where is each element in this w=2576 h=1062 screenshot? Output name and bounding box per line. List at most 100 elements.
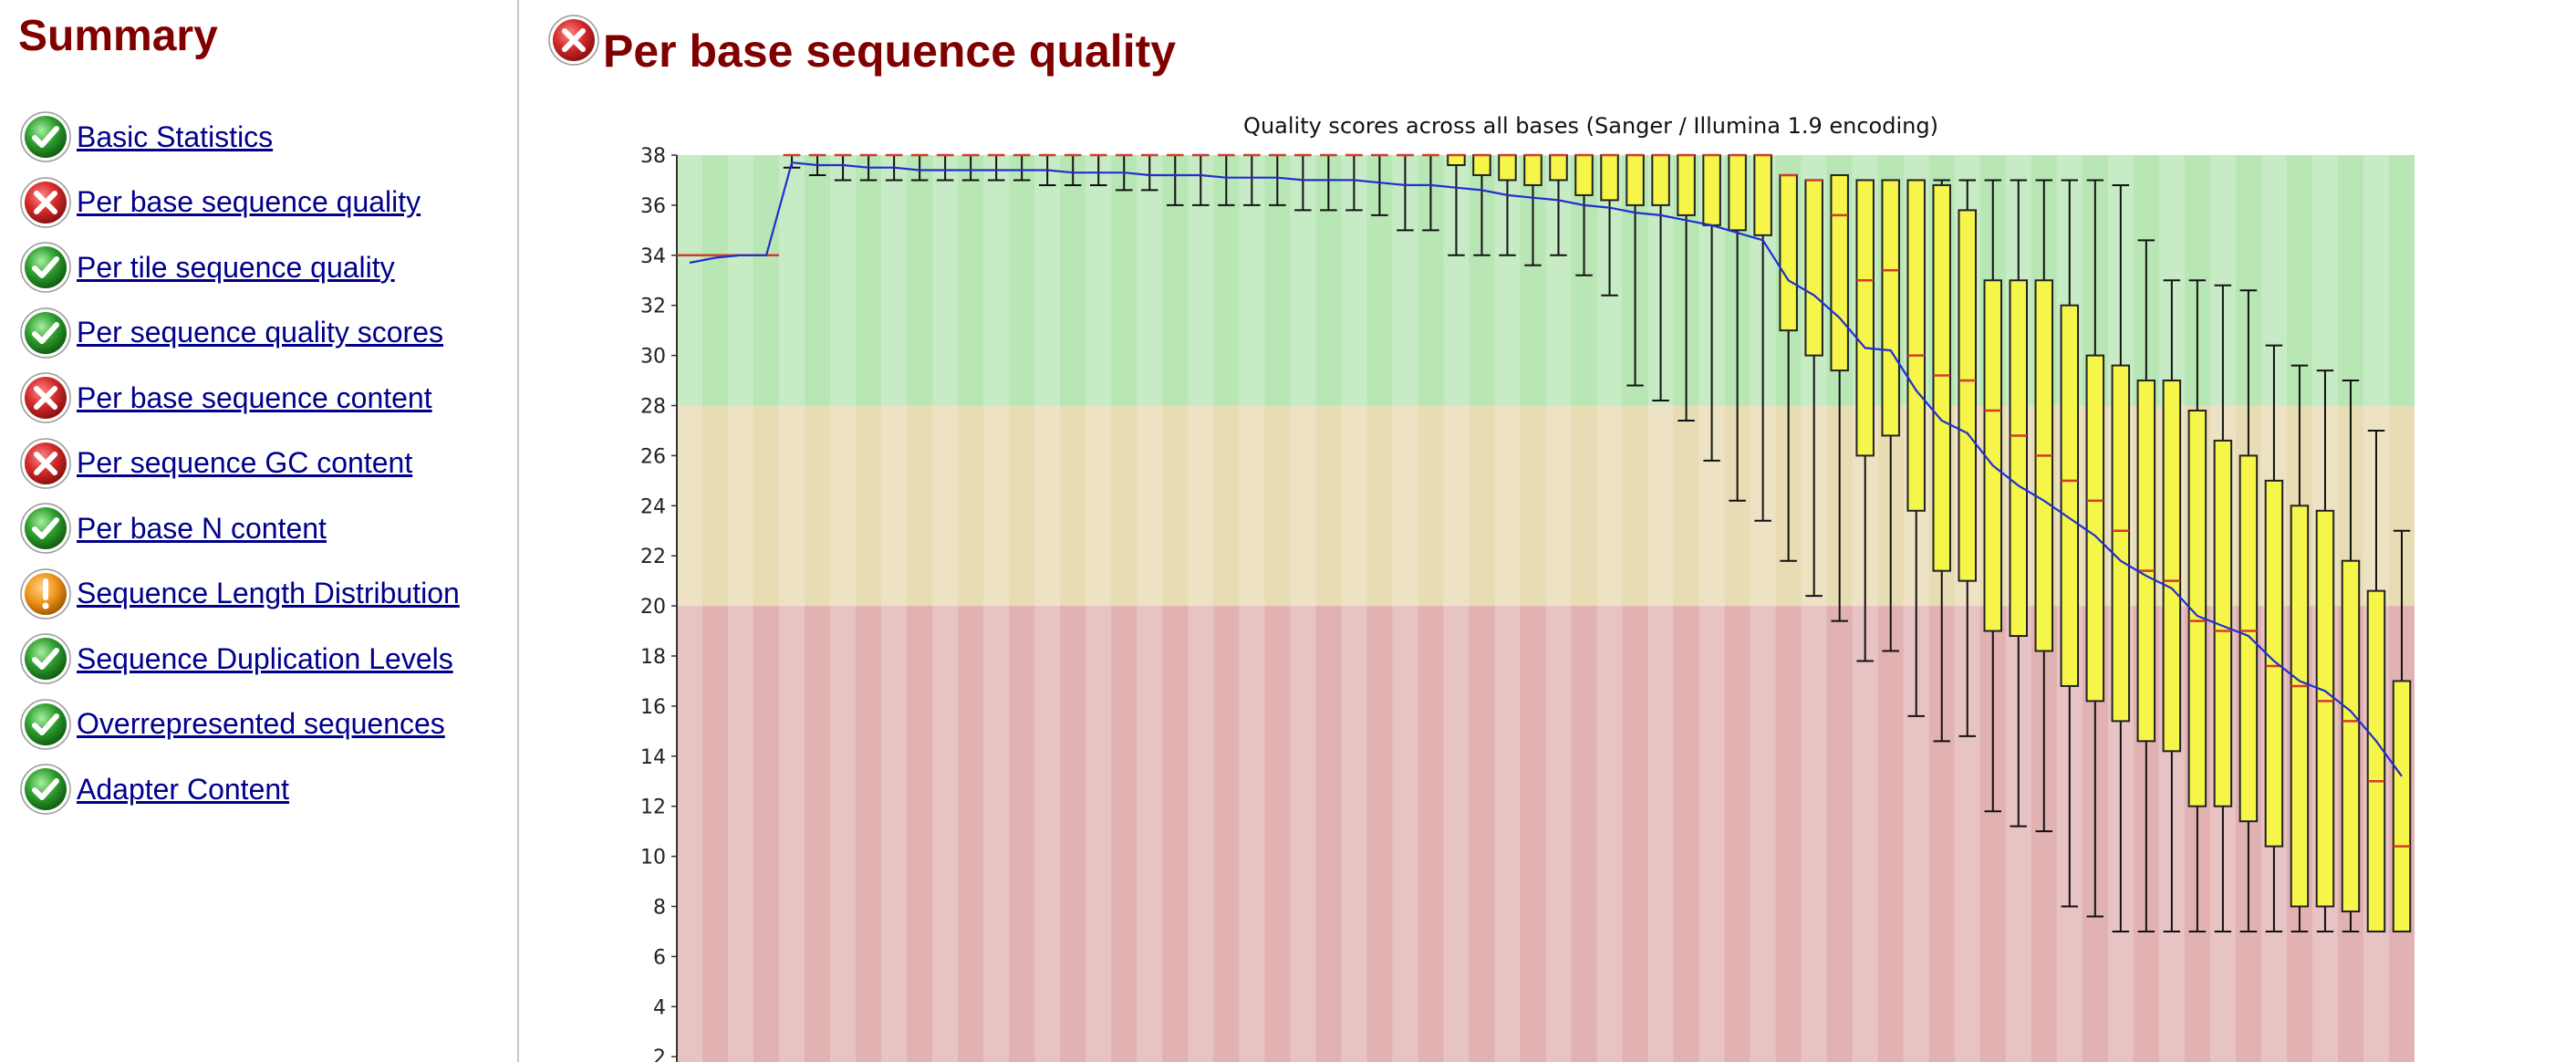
pass-check-icon bbox=[18, 697, 73, 752]
summary-item-link[interactable]: Per tile sequence quality bbox=[77, 250, 395, 284]
summary-item-per-sequence-quality-scores[interactable]: Per sequence quality scores bbox=[18, 306, 443, 360]
iqr-box bbox=[1855, 179, 1875, 457]
summary-item-link[interactable]: Overrepresented sequences bbox=[77, 707, 445, 740]
box-position-12 bbox=[961, 153, 980, 182]
box-position-13 bbox=[987, 153, 1005, 182]
summary-item-adapter-content[interactable]: Adapter Content bbox=[18, 762, 289, 817]
module-header: Per base sequence quality bbox=[546, 13, 1176, 77]
y-tick-label: 34 bbox=[640, 245, 666, 268]
stripe bbox=[677, 155, 703, 1062]
box-position-68 bbox=[2392, 529, 2412, 932]
box-position-43 bbox=[1753, 153, 1772, 522]
summary-item-link[interactable]: Per base sequence content bbox=[77, 380, 432, 414]
box-position-7 bbox=[834, 153, 852, 182]
box-position-36 bbox=[1574, 153, 1594, 276]
y-tick-label: 18 bbox=[640, 646, 666, 669]
stripe bbox=[1239, 155, 1265, 1062]
box-position-14 bbox=[1013, 153, 1031, 182]
box-position-57 bbox=[2111, 183, 2131, 932]
summary-item-link[interactable]: Per sequence quality scores bbox=[77, 316, 443, 349]
iqr-box bbox=[1728, 154, 1747, 232]
box-position-16 bbox=[1064, 153, 1082, 186]
box-position-59 bbox=[2162, 279, 2182, 932]
iqr-box bbox=[2187, 409, 2207, 807]
summary-item-link[interactable]: Adapter Content bbox=[77, 772, 290, 806]
summary-item-per-base-sequence-quality[interactable]: Per base sequence quality bbox=[18, 175, 421, 230]
box-position-30 bbox=[1422, 153, 1439, 232]
iqr-box bbox=[2392, 680, 2412, 932]
iqr-box bbox=[1677, 154, 1696, 216]
stripe bbox=[1596, 155, 1623, 1062]
box-position-66 bbox=[2341, 380, 2361, 932]
y-tick-label: 2 bbox=[653, 1046, 666, 1062]
iqr-box bbox=[1549, 154, 1568, 182]
box-position-63 bbox=[2264, 344, 2284, 932]
box-position-47 bbox=[1855, 179, 1875, 662]
box-position-26 bbox=[1320, 153, 1337, 212]
box-position-37 bbox=[1600, 153, 1619, 297]
summary-item-overrepresented-sequences[interactable]: Overrepresented sequences bbox=[18, 697, 445, 752]
summary-item-link[interactable]: Per base N content bbox=[77, 511, 327, 545]
box-position-22 bbox=[1218, 153, 1235, 206]
y-tick-label: 8 bbox=[653, 897, 666, 920]
iqr-box bbox=[1651, 154, 1670, 206]
iqr-box bbox=[1779, 173, 1798, 332]
summary-item-link[interactable]: Sequence Duplication Levels bbox=[77, 641, 453, 675]
summary-item-per-sequence-gc-content[interactable]: Per sequence GC content bbox=[18, 436, 412, 491]
stripe bbox=[1494, 155, 1521, 1062]
y-tick-label: 22 bbox=[640, 546, 666, 568]
summary-item-link[interactable]: Per sequence GC content bbox=[77, 446, 413, 479]
stripe bbox=[779, 155, 805, 1062]
summary-item-per-tile-sequence-quality[interactable]: Per tile sequence quality bbox=[18, 240, 395, 295]
box-position-27 bbox=[1345, 153, 1363, 212]
box-position-35 bbox=[1549, 153, 1568, 256]
summary-item-link[interactable]: Basic Statistics bbox=[77, 120, 274, 153]
box-position-45 bbox=[1804, 179, 1823, 598]
summary-item-link[interactable]: Per base sequence quality bbox=[77, 185, 421, 218]
stripe bbox=[1392, 155, 1418, 1062]
box-series bbox=[677, 153, 2412, 932]
stripe bbox=[1085, 155, 1112, 1062]
box-position-65 bbox=[2315, 370, 2335, 932]
box-position-11 bbox=[936, 153, 954, 182]
y-tick-label: 16 bbox=[640, 696, 666, 719]
stripe bbox=[881, 155, 908, 1062]
y-tick-label: 32 bbox=[640, 296, 666, 318]
summary-item-sequence-duplication-levels[interactable]: Sequence Duplication Levels bbox=[18, 631, 453, 686]
fail-cross-icon bbox=[18, 175, 73, 230]
iqr-box bbox=[2162, 380, 2182, 753]
box-position-54 bbox=[2034, 179, 2054, 833]
stripe bbox=[830, 155, 857, 1062]
box-position-55 bbox=[2060, 179, 2080, 908]
pass-check-icon bbox=[18, 240, 73, 295]
iqr-box bbox=[2366, 589, 2386, 932]
y-tick-label: 12 bbox=[640, 796, 666, 819]
iqr-box bbox=[2136, 380, 2156, 743]
summary-item-sequence-length-distribution[interactable]: Sequence Length Distribution bbox=[18, 567, 460, 621]
y-tick-label: 24 bbox=[640, 495, 666, 518]
box-position-58 bbox=[2136, 239, 2156, 932]
summary-item-per-base-sequence-content[interactable]: Per base sequence content bbox=[18, 370, 432, 425]
summary-item-basic-statistics[interactable]: Basic Statistics bbox=[18, 109, 273, 164]
box-position-62 bbox=[2238, 289, 2259, 932]
pass-check-icon bbox=[18, 109, 73, 164]
iqr-box bbox=[2009, 279, 2029, 638]
summary-item-link[interactable]: Sequence Length Distribution bbox=[77, 577, 460, 609]
box-position-60 bbox=[2187, 279, 2207, 932]
stripe bbox=[1443, 155, 1470, 1062]
box-position-10 bbox=[910, 153, 929, 182]
iqr-box bbox=[1472, 154, 1491, 176]
stripe bbox=[728, 155, 754, 1062]
box-position-38 bbox=[1626, 153, 1645, 387]
iqr-box bbox=[1702, 154, 1721, 226]
iqr-box bbox=[1932, 183, 1951, 572]
iqr-box bbox=[2315, 509, 2335, 908]
summary-item-per-base-n-content[interactable]: Per base N content bbox=[18, 501, 327, 556]
stripe bbox=[1290, 155, 1316, 1062]
stripe bbox=[1034, 155, 1061, 1062]
module-title: Per base sequence quality bbox=[603, 26, 1177, 77]
iqr-box bbox=[2111, 364, 2131, 723]
box-position-49 bbox=[1906, 179, 1926, 717]
iqr-box bbox=[2290, 505, 2310, 908]
iqr-box bbox=[2341, 559, 2361, 912]
